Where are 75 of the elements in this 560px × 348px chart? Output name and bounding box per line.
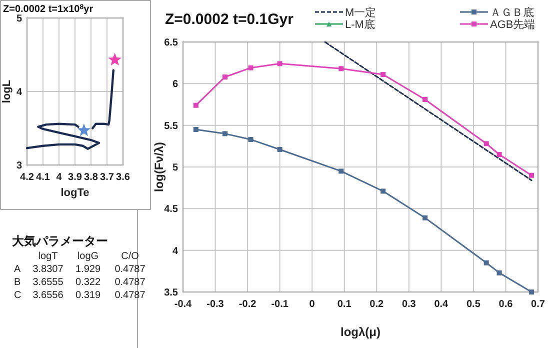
x-tick-label: 0.2 [370, 299, 384, 310]
chart-title: Z=0.0002 t=1x10$^{8}$yr [3, 4, 94, 15]
text: 0.4787 [114, 290, 146, 301]
point [193, 127, 198, 132]
text: 3.6556 [32, 290, 64, 301]
y-tick-label: 6 [172, 79, 178, 90]
x-axis-title: logλ(μ) [340, 325, 381, 339]
point [248, 65, 254, 70]
x-tick-label: 3.8 [84, 172, 98, 183]
x-tick-label: 0.5 [466, 299, 481, 310]
chart-title: Z=0.0002 t=0.1Gyr [165, 11, 294, 28]
point [338, 66, 344, 72]
y-tick-label: 3.5 [164, 288, 178, 298]
x-tick-label: 0.3 [402, 299, 416, 310]
text: 3.8307 [32, 264, 64, 275]
point [277, 147, 282, 152]
point [422, 215, 428, 220]
y-tick-label: 5.5 [164, 120, 178, 132]
category-label: C [14, 290, 22, 301]
y-tick-label: 4 [16, 87, 22, 98]
x-tick-label: 0.6 [498, 299, 514, 310]
point [484, 260, 489, 266]
y-tick-label: 6.5 [164, 38, 178, 48]
text: 大気パラメーター [12, 234, 108, 248]
y-tick-label: 3 [16, 160, 22, 172]
text: 0.4787 [114, 264, 146, 275]
x-tick-label: -0.2 [238, 299, 257, 310]
legend-label: M一定 [345, 6, 376, 19]
y-tick-label: 4 [172, 246, 178, 257]
y-tick-label: 5 [172, 162, 178, 174]
x-tick-label: 4.2 [20, 172, 34, 183]
x-tick-label: 3.9 [68, 172, 82, 183]
point [277, 61, 282, 66]
text: 3.6555 [32, 277, 64, 288]
point [496, 152, 502, 157]
category-label: logT [38, 251, 58, 262]
x-tick-label: 0 [309, 299, 316, 310]
legend-label: AGB先端 [490, 18, 536, 31]
text: 0.4787 [114, 277, 146, 288]
x-tick-label: -0.1 [271, 299, 289, 310]
category-label: C/O [121, 251, 140, 262]
y-axis-title: logL [1, 80, 13, 104]
point [380, 72, 386, 77]
x-tick-label: 4 [56, 172, 62, 183]
x-tick-label: -0.3 [206, 299, 224, 310]
text: 0.322 [75, 277, 101, 288]
point [484, 141, 489, 146]
category-label: A [14, 264, 21, 275]
point [248, 137, 254, 142]
x-tick-label: 0.1 [337, 299, 352, 310]
point [222, 74, 228, 80]
x-tick-label: 4.1 [36, 172, 50, 183]
legend-label: L-M底 [345, 18, 375, 31]
category-label: B [14, 277, 21, 288]
point [380, 188, 386, 194]
x-tick-label: -0.4 [174, 299, 192, 310]
text: 1.929 [75, 264, 101, 275]
y-tick-label: 4.5 [164, 204, 178, 216]
point [193, 102, 198, 108]
category-label: logG [77, 251, 99, 262]
x-tick-label: 0.4 [434, 299, 449, 310]
text: 0.319 [75, 290, 101, 301]
x-tick-label: 3.7 [100, 172, 114, 183]
point [529, 172, 534, 178]
x-tick-label: 0.7 [531, 299, 546, 310]
point [222, 131, 228, 136]
point [422, 97, 428, 102]
point [496, 270, 502, 276]
legend-label: ＡＧＢ底 [490, 6, 534, 19]
point [529, 290, 534, 294]
point [338, 168, 344, 174]
x-tick-label: 3.6 [116, 172, 130, 183]
y-axis-title: log(Fν/λ) [152, 142, 166, 192]
y-tick-label: 5 [16, 14, 22, 24]
x-axis-title: logTe [60, 187, 90, 199]
